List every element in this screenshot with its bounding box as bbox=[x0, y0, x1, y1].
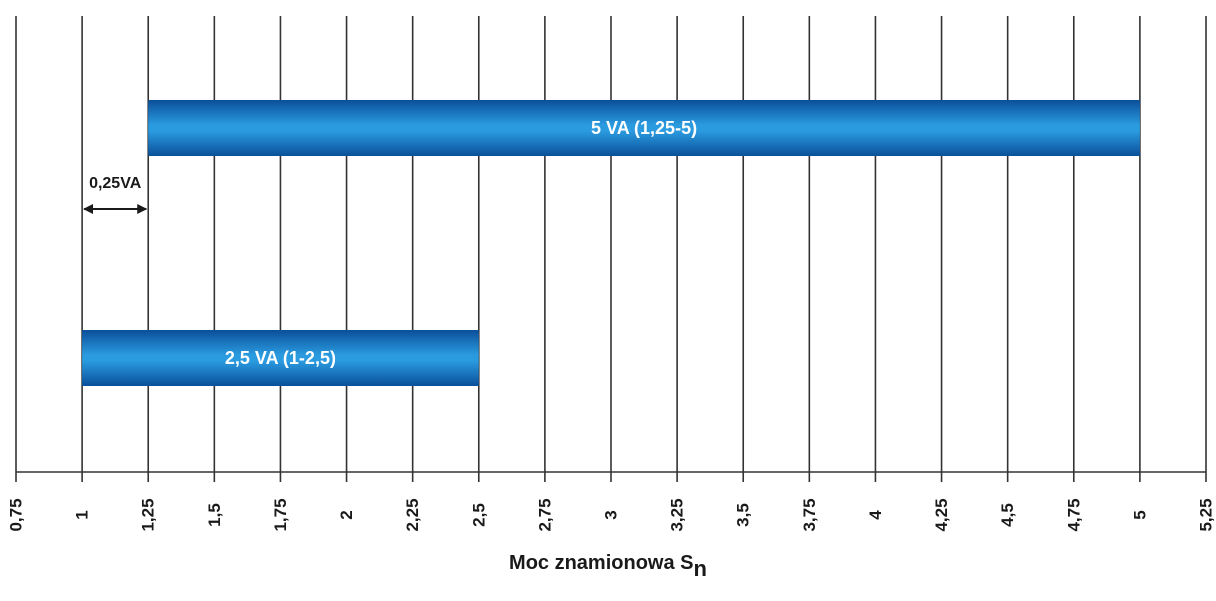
bar bbox=[82, 330, 479, 386]
x-tick-label: 3,25 bbox=[668, 498, 687, 531]
x-tick-label: 5,25 bbox=[1197, 498, 1216, 531]
x-tick-label: 2,25 bbox=[403, 498, 422, 531]
x-tick-label: 1 bbox=[73, 510, 92, 519]
x-tick-label: 1,75 bbox=[271, 498, 290, 531]
x-axis: 0,75 1 1,25 1,5 1,75 2 2,25 2,5 2,75 3 3,25 3,5 3,75… bbox=[7, 471, 1216, 532]
x-tick-label: 5 bbox=[1130, 510, 1149, 519]
grid-lines bbox=[15, 16, 1207, 482]
x-tick-label: 2 bbox=[337, 510, 356, 519]
x-tick-label: 4,5 bbox=[998, 503, 1017, 527]
x-tick-label: 3,5 bbox=[734, 503, 753, 527]
bar bbox=[148, 100, 1140, 156]
bar-label: 2,5 VA (1-2,5) bbox=[225, 348, 336, 368]
x-tick-label: 1,25 bbox=[139, 498, 158, 531]
annotation-label: 0,25VA bbox=[89, 175, 142, 192]
x-axis-title-subscript: n bbox=[693, 556, 707, 581]
bars: 5 VA (1,25-5) 2,5 VA (1-2,5) bbox=[82, 100, 1140, 386]
annotation: 0,25VA bbox=[83, 175, 148, 214]
x-axis-title: Moc znamionowa Sn bbox=[0, 552, 1216, 582]
x-tick-label: 2,5 bbox=[469, 503, 488, 527]
x-tick-label: 1,5 bbox=[205, 503, 224, 527]
x-tick-label: 2,75 bbox=[535, 498, 554, 531]
x-tick-label: 3,75 bbox=[800, 498, 819, 531]
x-tick-label: 3 bbox=[602, 510, 621, 519]
bar-label: 5 VA (1,25-5) bbox=[591, 118, 697, 138]
x-axis-title-main: Moc znamionowa S bbox=[509, 552, 694, 574]
x-tick-label: 4 bbox=[866, 510, 885, 520]
x-tick-label: 0,75 bbox=[7, 498, 26, 531]
x-tick-label: 4,75 bbox=[1064, 498, 1083, 531]
x-tick-label: 4,25 bbox=[932, 498, 951, 531]
